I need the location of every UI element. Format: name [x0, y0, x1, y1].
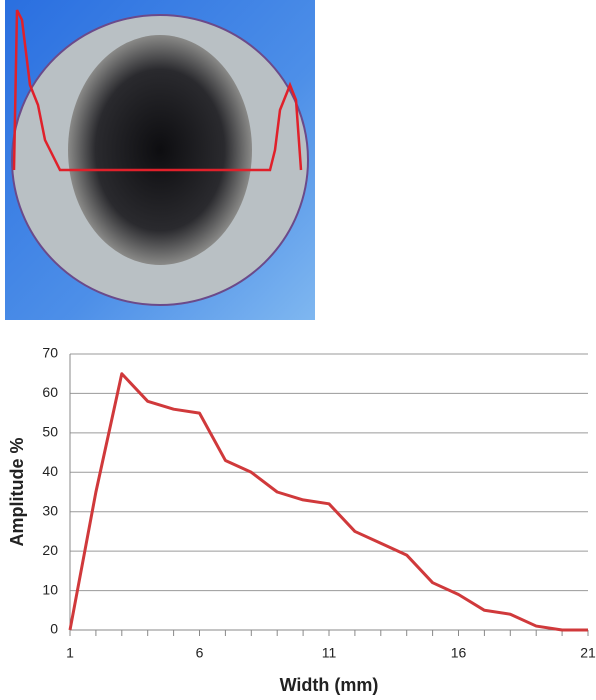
y-tick-label: 70	[42, 345, 58, 361]
x-tick-label: 11	[322, 645, 337, 661]
y-tick-label: 10	[42, 581, 58, 597]
y-axis-label: Amplitude %	[7, 437, 27, 546]
x-tick-label: 16	[451, 645, 467, 661]
y-tick-label: 0	[50, 621, 58, 637]
y-tick-label: 20	[42, 542, 58, 558]
y-tick-label: 60	[42, 384, 58, 400]
x-tick-label: 21	[580, 645, 596, 661]
sample-photo	[5, 0, 315, 320]
x-tick-label: 1	[66, 645, 74, 661]
y-tick-label: 30	[42, 502, 58, 518]
y-tick-label: 40	[42, 463, 58, 479]
x-tick-label: 6	[196, 645, 204, 661]
data-line	[68, 372, 588, 632]
x-axis-label: Width (mm)	[280, 675, 379, 695]
line-chart: Width (mm) Amplitude %	[7, 437, 379, 694]
y-tick-label: 50	[42, 424, 58, 440]
